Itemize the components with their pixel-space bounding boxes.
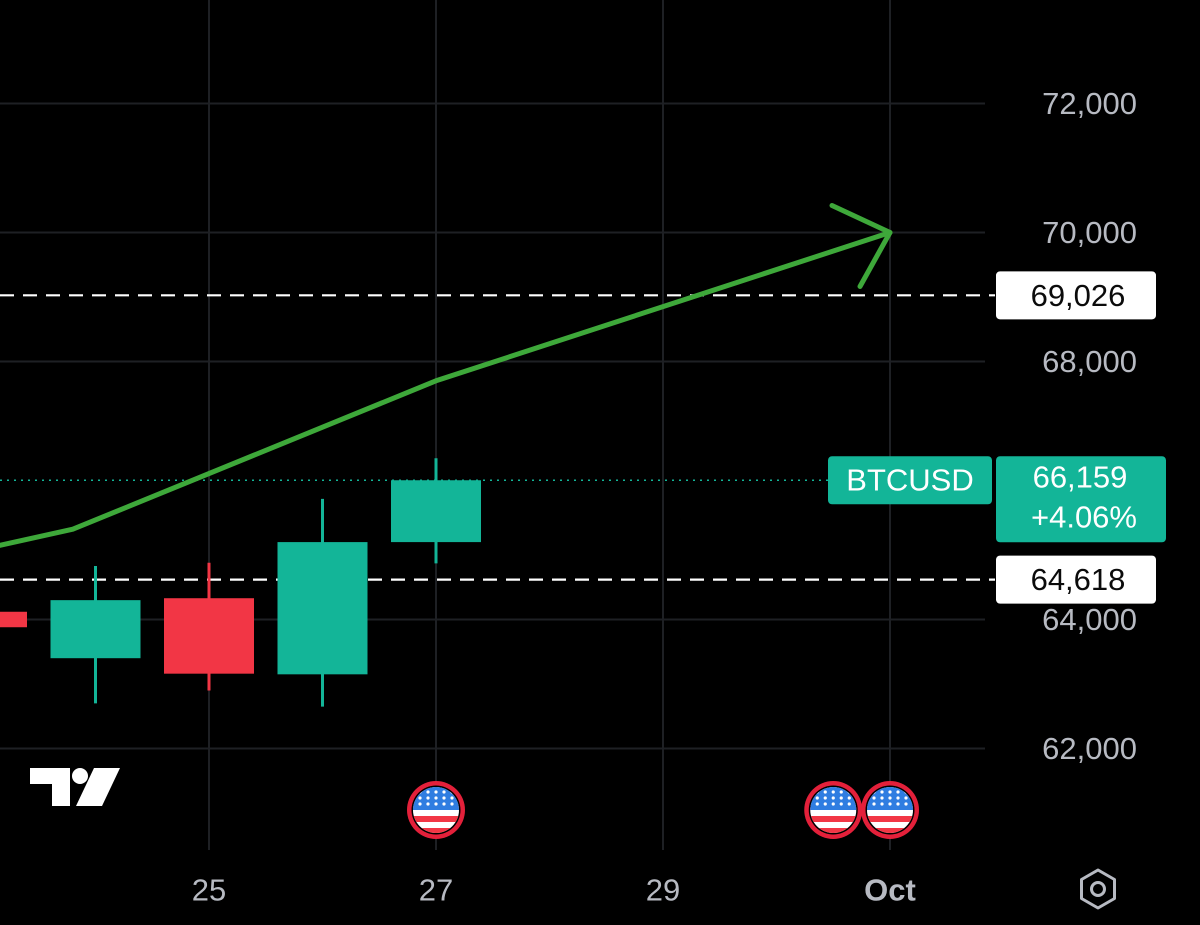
hline-label-box [996, 555, 1156, 604]
trend-arrow-line[interactable] [0, 230, 893, 575]
candle-body [50, 600, 141, 659]
trend-arrow [0, 203, 893, 575]
hline-label-69026: 69,026 [996, 271, 1156, 320]
grid [0, 0, 985, 850]
x-tick-label: 27 [419, 873, 453, 908]
candle-body [0, 611, 27, 628]
x-tick-label: Oct [864, 873, 916, 908]
x-tick-label: 25 [192, 873, 226, 908]
settings-gear-icon[interactable] [1080, 868, 1116, 910]
event-markers [407, 781, 919, 839]
y-tick-label: 62,000 [1042, 731, 1137, 766]
hline-label-box [996, 271, 1156, 320]
candles [0, 458, 481, 707]
us-flag-icon[interactable] [804, 781, 863, 839]
candle[interactable] [277, 498, 368, 707]
candle-body [277, 542, 368, 675]
candle[interactable] [50, 565, 141, 704]
y-tick-label: 72,000 [1042, 86, 1137, 121]
symbol-label-text: BTCUSD [846, 463, 973, 498]
candle[interactable] [164, 562, 254, 691]
y-axis: 62,000 64,000 68,000 70,000 72,000 [1042, 86, 1137, 766]
hline-label-64618: 64,618 [996, 555, 1156, 604]
last-price-text: 66,159 [1033, 460, 1128, 495]
price-change-text: +4.06% [1031, 500, 1137, 535]
symbol-label[interactable]: BTCUSD [828, 456, 992, 505]
x-axis: 25 27 29 Oct [192, 873, 916, 908]
symbol-label-box[interactable] [828, 456, 992, 505]
y-tick-label: 70,000 [1042, 215, 1137, 250]
hline-label-text: 69,026 [1031, 278, 1126, 313]
hline-label-text: 64,618 [1031, 562, 1126, 597]
x-tick-label: 29 [646, 873, 680, 908]
last-price-label: 66,159 +4.06% [996, 456, 1166, 543]
candle-body [164, 598, 254, 674]
price-labels: 69,026 64,618 BTCUSD 66,159 +4.06% [828, 271, 1166, 604]
tradingview-logo-icon [30, 768, 120, 806]
y-tick-label: 68,000 [1042, 344, 1137, 379]
us-flag-icon[interactable] [861, 781, 919, 839]
candle[interactable] [0, 611, 27, 628]
last-price-box [996, 456, 1166, 543]
candle[interactable] [391, 458, 481, 564]
us-flag-icon[interactable] [407, 781, 465, 839]
trend-arrow-head [829, 203, 893, 289]
candle-body [391, 480, 481, 543]
y-tick-label: 64,000 [1042, 602, 1137, 637]
